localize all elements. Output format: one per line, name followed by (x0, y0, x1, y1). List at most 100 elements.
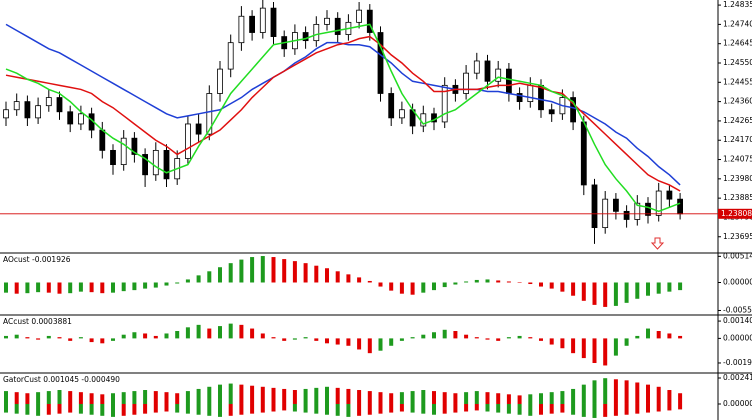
histogram-bar (453, 403, 458, 413)
histogram-bar (78, 392, 83, 404)
histogram-bar (111, 393, 115, 404)
histogram-bar (678, 393, 683, 404)
histogram-bar (314, 403, 319, 414)
histogram-bar (506, 403, 511, 414)
histogram-bar (260, 403, 265, 413)
histogram-bar (474, 337, 479, 339)
histogram-bar (325, 403, 329, 415)
histogram-bar (656, 403, 661, 412)
histogram-bar (314, 338, 319, 341)
histogram-bar (260, 333, 265, 339)
candle-body (324, 17, 330, 25)
histogram-bar (399, 392, 404, 404)
histogram-bar (250, 403, 255, 414)
histogram-bar (656, 282, 661, 294)
histogram-bar (496, 403, 501, 413)
candle-body (131, 137, 138, 155)
histogram-bar (656, 331, 661, 339)
histogram-bar (335, 403, 340, 416)
histogram-bar (421, 282, 426, 293)
histogram-bar (399, 338, 404, 341)
histogram-bar (485, 338, 490, 340)
y-tick-label: 0.000000 (723, 399, 752, 408)
histogram-bar (571, 403, 576, 415)
histogram-bar (36, 282, 41, 293)
candle-body (591, 184, 598, 229)
histogram-bar (196, 275, 201, 283)
histogram-bar (410, 337, 415, 339)
histogram-bar (613, 282, 618, 306)
histogram-bar (432, 332, 436, 339)
histogram-bar (539, 338, 543, 341)
histogram-bar (389, 282, 394, 291)
histogram-bar (218, 384, 222, 404)
histogram-bar (346, 403, 351, 417)
histogram-bar (239, 324, 244, 339)
histogram-bar (635, 382, 640, 404)
histogram-bar (571, 388, 576, 404)
histogram-bar (378, 282, 383, 287)
histogram-bar (517, 395, 522, 404)
histogram-bar (517, 282, 522, 283)
histogram-bar (603, 403, 608, 417)
histogram-bar (624, 282, 629, 303)
histogram-bar (25, 337, 30, 339)
histogram-bar (442, 282, 447, 288)
candle-body (313, 23, 320, 42)
histogram-bar (635, 282, 640, 299)
candle-body (238, 15, 245, 44)
histogram-bar (57, 337, 62, 339)
histogram-bar (656, 386, 661, 404)
histogram-bar (539, 403, 543, 415)
histogram-bar (36, 403, 41, 416)
histogram-bar (218, 326, 222, 339)
histogram-bar (196, 324, 201, 339)
histogram-bar (432, 391, 436, 404)
histogram-bar (78, 403, 83, 414)
candle-body (78, 113, 84, 125)
histogram-bar (367, 403, 372, 415)
histogram-bar (464, 334, 469, 339)
histogram-bar (143, 390, 148, 404)
histogram-bar (635, 403, 640, 414)
histogram-bar (378, 403, 383, 414)
histogram-bar (453, 331, 458, 339)
histogram-bar (14, 392, 19, 404)
candle-body (184, 123, 191, 159)
candle-body (602, 198, 609, 229)
histogram-bar (592, 282, 597, 305)
histogram-bar (474, 279, 479, 283)
candle-body (677, 198, 683, 215)
histogram-bar (453, 393, 458, 404)
histogram-bar (539, 393, 543, 404)
histogram-bar (239, 384, 244, 404)
candle-body (249, 15, 256, 33)
histogram-bar (239, 403, 244, 415)
histogram-bar (571, 282, 576, 296)
candle-body (334, 17, 341, 35)
histogram-bar (367, 338, 372, 354)
histogram-bar (303, 403, 308, 413)
candle-body (195, 123, 202, 135)
histogram-bar (442, 329, 447, 339)
histogram-bar (399, 403, 404, 412)
histogram-bar (207, 271, 212, 283)
price-label-bg (718, 208, 752, 219)
histogram-bar (453, 282, 458, 285)
histogram-bar (335, 271, 340, 283)
histogram-bar (260, 256, 265, 283)
histogram-bar (25, 403, 30, 415)
y-tick-label: 1.24645 (723, 39, 752, 48)
y-tick-label: 1.23695 (723, 232, 752, 241)
histogram-bar (303, 337, 308, 339)
histogram-bar (603, 282, 608, 307)
histogram-bar (624, 403, 629, 415)
histogram-bar (228, 383, 233, 404)
y-tick-label: 0.000000 (723, 277, 752, 286)
indicator-title: AOcust -0.001926 (3, 255, 71, 264)
y-tick-label: 1.24835 (723, 0, 752, 9)
histogram-bar (282, 259, 287, 283)
histogram-bar (46, 335, 51, 339)
histogram-bar (314, 387, 319, 404)
